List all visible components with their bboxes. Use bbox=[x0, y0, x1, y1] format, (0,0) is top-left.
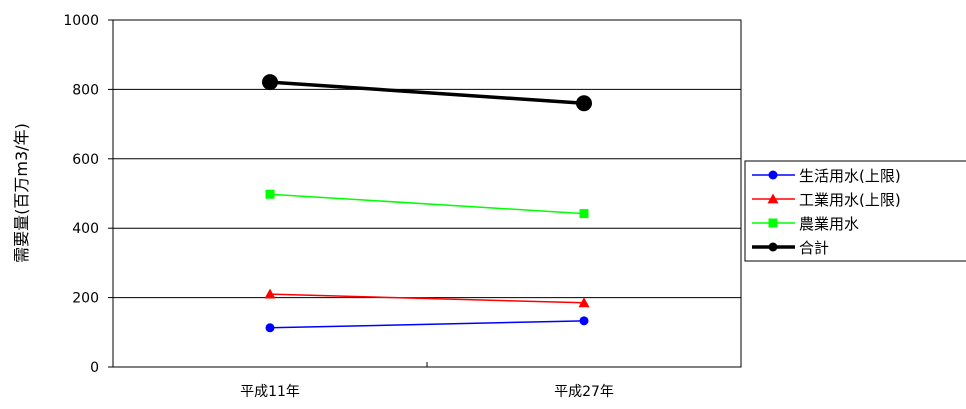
data-point bbox=[262, 74, 278, 91]
y-tick-label: 1000 bbox=[63, 13, 99, 29]
series-group bbox=[262, 74, 592, 333]
legend-label: 農業用水 bbox=[799, 215, 859, 233]
data-point bbox=[768, 218, 778, 228]
series-line bbox=[269, 80, 585, 106]
plot-area bbox=[112, 19, 742, 368]
x-tick-label: 平成27年 bbox=[554, 384, 614, 400]
series-line bbox=[269, 193, 585, 215]
series-1 bbox=[264, 288, 590, 308]
legend-label: 工業用水(上限) bbox=[799, 191, 901, 209]
y-tick-label: 400 bbox=[72, 221, 99, 237]
x-axis-ticks: 平成11年 平成27年 bbox=[240, 362, 614, 400]
y-tick-label: 0 bbox=[90, 360, 99, 376]
legend-item: 合計 bbox=[752, 239, 829, 257]
data-point bbox=[768, 170, 778, 180]
series-2 bbox=[265, 189, 589, 219]
y-axis-ticks: 0 200 400 600 800 1000 bbox=[63, 13, 113, 376]
data-point bbox=[768, 242, 778, 252]
data-point bbox=[579, 209, 589, 219]
data-point bbox=[265, 323, 275, 333]
data-point bbox=[578, 297, 590, 308]
legend-item: 生活用水(上限) bbox=[752, 167, 901, 185]
gridlines bbox=[113, 88, 741, 299]
legend-item: 工業用水(上限) bbox=[752, 191, 901, 209]
x-tick-label: 平成11年 bbox=[240, 384, 300, 400]
data-point bbox=[264, 288, 276, 299]
data-point bbox=[579, 316, 589, 326]
y-tick-label: 600 bbox=[72, 152, 99, 168]
legend-box bbox=[744, 160, 966, 262]
legend-label: 合計 bbox=[799, 239, 829, 257]
series-line bbox=[269, 293, 585, 304]
y-axis-label: 需要量(百万m3/年) bbox=[12, 123, 31, 263]
data-point bbox=[265, 189, 275, 199]
series-3 bbox=[262, 74, 592, 112]
series-line bbox=[269, 320, 585, 329]
legend-label: 生活用水(上限) bbox=[799, 167, 901, 185]
data-point bbox=[576, 95, 592, 112]
series-0 bbox=[265, 316, 589, 333]
y-tick-label: 800 bbox=[72, 82, 99, 98]
legend-item: 農業用水 bbox=[752, 215, 859, 233]
data-point bbox=[767, 193, 779, 204]
y-tick-label: 200 bbox=[72, 291, 99, 307]
